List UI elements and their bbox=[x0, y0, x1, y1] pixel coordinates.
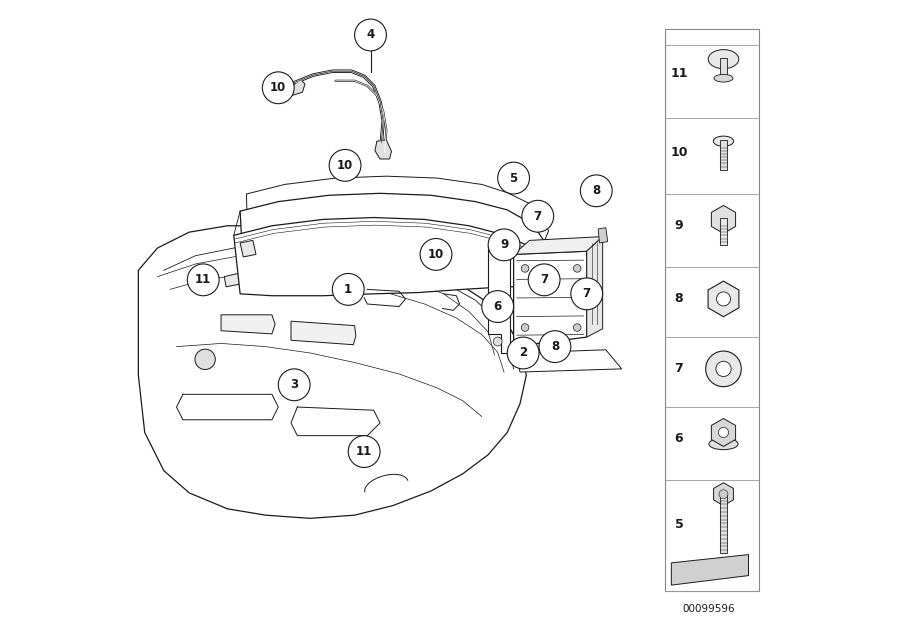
Circle shape bbox=[278, 369, 310, 401]
Text: 8: 8 bbox=[675, 293, 683, 305]
Polygon shape bbox=[598, 228, 608, 243]
Circle shape bbox=[482, 291, 514, 322]
Circle shape bbox=[420, 238, 452, 270]
Text: 11: 11 bbox=[195, 273, 212, 286]
Circle shape bbox=[716, 361, 731, 377]
Circle shape bbox=[719, 490, 728, 499]
Polygon shape bbox=[224, 272, 245, 287]
Circle shape bbox=[493, 247, 502, 256]
Circle shape bbox=[716, 292, 731, 306]
Polygon shape bbox=[514, 237, 603, 254]
Ellipse shape bbox=[714, 74, 733, 82]
Text: 7: 7 bbox=[534, 210, 542, 223]
Polygon shape bbox=[139, 226, 526, 518]
Polygon shape bbox=[671, 555, 749, 585]
Polygon shape bbox=[290, 80, 305, 95]
Polygon shape bbox=[240, 193, 549, 272]
Text: 7: 7 bbox=[675, 363, 683, 375]
Polygon shape bbox=[221, 315, 275, 334]
Circle shape bbox=[195, 349, 215, 370]
Polygon shape bbox=[234, 218, 552, 296]
Circle shape bbox=[348, 436, 380, 467]
Text: 00099596: 00099596 bbox=[682, 604, 735, 614]
Text: 3: 3 bbox=[290, 378, 298, 391]
Text: 1: 1 bbox=[344, 283, 352, 296]
Circle shape bbox=[522, 200, 554, 232]
Circle shape bbox=[329, 149, 361, 181]
Circle shape bbox=[573, 324, 581, 331]
Bar bbox=[720, 140, 726, 170]
Polygon shape bbox=[375, 140, 392, 159]
Text: 11: 11 bbox=[356, 445, 373, 458]
Circle shape bbox=[718, 427, 729, 438]
Text: 6: 6 bbox=[675, 432, 683, 445]
Circle shape bbox=[706, 351, 742, 387]
Polygon shape bbox=[587, 237, 603, 337]
Circle shape bbox=[528, 264, 560, 296]
Text: 7: 7 bbox=[540, 273, 548, 286]
Bar bbox=[720, 218, 727, 245]
Ellipse shape bbox=[708, 50, 739, 69]
Text: 10: 10 bbox=[337, 159, 353, 172]
Circle shape bbox=[355, 19, 386, 51]
Text: 5: 5 bbox=[675, 518, 683, 531]
Circle shape bbox=[521, 265, 529, 272]
Circle shape bbox=[580, 175, 612, 207]
Polygon shape bbox=[291, 321, 356, 345]
Polygon shape bbox=[240, 240, 256, 257]
Circle shape bbox=[263, 72, 294, 104]
Text: 11: 11 bbox=[670, 67, 688, 80]
Circle shape bbox=[573, 265, 581, 272]
Text: 10: 10 bbox=[670, 146, 688, 159]
Circle shape bbox=[332, 273, 365, 305]
Circle shape bbox=[493, 337, 502, 346]
Bar bbox=[720, 58, 727, 78]
Text: 2: 2 bbox=[519, 347, 527, 359]
Text: 8: 8 bbox=[592, 184, 600, 197]
Text: 9: 9 bbox=[500, 238, 508, 251]
Circle shape bbox=[521, 324, 529, 331]
Polygon shape bbox=[517, 350, 622, 372]
Circle shape bbox=[187, 264, 219, 296]
Text: 6: 6 bbox=[493, 300, 502, 313]
Polygon shape bbox=[488, 245, 510, 353]
Polygon shape bbox=[514, 251, 587, 347]
Text: 7: 7 bbox=[582, 287, 590, 300]
Circle shape bbox=[508, 337, 539, 369]
Ellipse shape bbox=[714, 136, 734, 146]
Text: 8: 8 bbox=[551, 340, 559, 353]
Text: 9: 9 bbox=[675, 219, 683, 232]
Bar bbox=[720, 493, 727, 553]
Circle shape bbox=[498, 162, 529, 194]
Bar bbox=[665, 29, 759, 591]
Text: 10: 10 bbox=[270, 81, 286, 94]
Text: 4: 4 bbox=[366, 29, 374, 41]
Circle shape bbox=[488, 229, 520, 261]
Text: 10: 10 bbox=[428, 248, 444, 261]
Ellipse shape bbox=[709, 438, 738, 450]
Circle shape bbox=[571, 278, 603, 310]
Circle shape bbox=[539, 331, 571, 363]
Text: 5: 5 bbox=[509, 172, 518, 184]
Polygon shape bbox=[247, 176, 549, 254]
